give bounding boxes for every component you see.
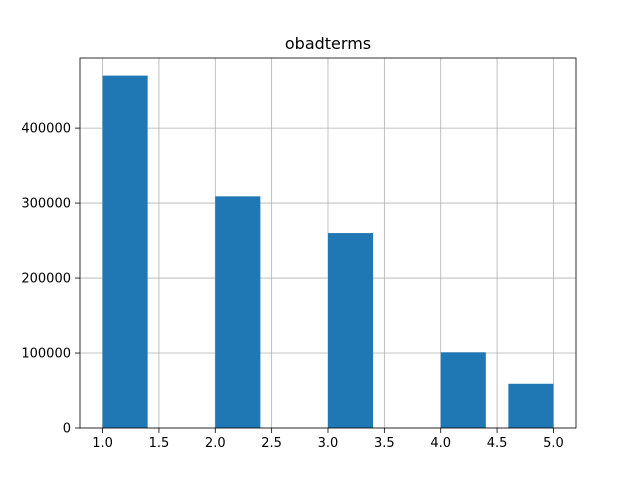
x-tick-label-0: 1.0	[92, 436, 113, 451]
y-tick-label-4: 400000	[21, 122, 71, 137]
x-tick-label-8: 5.0	[543, 436, 564, 451]
y-tick-label-1: 100000	[21, 347, 71, 362]
bars-layer	[102, 75, 554, 428]
y-tick-label-0: 0	[63, 422, 71, 437]
x-tick-label-3: 2.5	[261, 436, 282, 451]
x-tick-label-5: 3.5	[374, 436, 395, 451]
chart-title: obadterms	[285, 34, 371, 53]
x-tick-label-4: 3.0	[318, 436, 339, 451]
y-tick-label-3: 300000	[21, 197, 71, 212]
histogram-bar-1	[102, 75, 148, 428]
ticks-layer: 1.0 1.5 2.0 2.5 3.0 3.5 4.0 4.5 5.0 0 100000 200000…	[21, 122, 563, 451]
x-tick-label-7: 4.5	[487, 436, 508, 451]
y-tick-label-2: 200000	[21, 272, 71, 287]
x-tick-label-2: 2.0	[205, 436, 226, 451]
histogram-bar-3	[328, 233, 374, 428]
x-tick-label-1: 1.5	[149, 436, 170, 451]
histogram-bar-4	[440, 352, 486, 428]
histogram-bar-2	[215, 196, 261, 428]
histogram-bar-5	[508, 383, 554, 428]
x-tick-label-6: 4.0	[430, 436, 451, 451]
